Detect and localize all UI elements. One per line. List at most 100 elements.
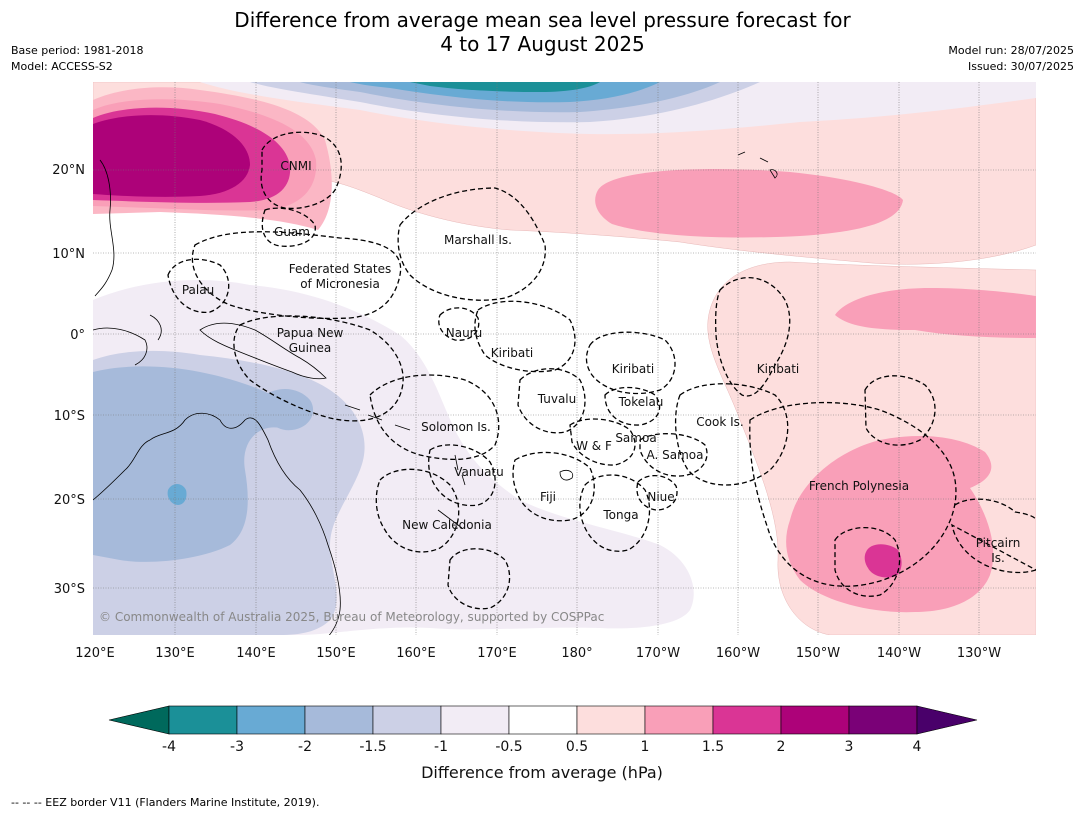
copyright-notice: © Commonwealth of Australia 2025, Bureau… — [99, 610, 604, 624]
graticule — [93, 82, 1036, 635]
eez-footnote: -- -- -- EEZ border V11 (Flanders Marine… — [11, 796, 320, 809]
eez-kiribati-line — [714, 277, 791, 397]
model-name: Model: ACCESS-S2 — [11, 60, 113, 73]
eez-fiji — [512, 451, 595, 522]
colorbar — [108, 705, 978, 735]
place-label: Nauru — [446, 326, 482, 340]
eez-pitcairn — [951, 498, 1036, 574]
place-label: Papua New — [277, 326, 344, 340]
lon-label: 120°E — [75, 646, 115, 661]
place-label: Is. — [991, 551, 1005, 565]
philippines-coast — [94, 159, 115, 297]
eez-guam — [261, 207, 316, 247]
eez-niue — [636, 475, 678, 511]
eez-french-polynesia — [749, 401, 957, 587]
lon-label: 150°E — [316, 646, 356, 661]
australia-coast — [93, 412, 341, 635]
eez-kiribati-gilbert — [474, 300, 576, 373]
lat-label: 10°N — [52, 247, 85, 262]
negative-region-sw-1p5-png — [264, 388, 314, 431]
colorbar-swatch — [712, 705, 782, 735]
colorbar-tick-label: -1 — [434, 739, 448, 755]
title-line-2: 4 to 17 August 2025 — [440, 32, 645, 56]
vanuatu — [454, 454, 466, 486]
place-label: Guinea — [289, 341, 332, 355]
place-label: of Micronesia — [300, 277, 380, 291]
negative-region-sw-2 — [167, 484, 187, 505]
colorbar-tick-label: -1.5 — [359, 739, 386, 755]
eez-marquesas — [864, 375, 936, 446]
place-label: New Caledonia — [402, 518, 492, 532]
lat-label: 20°S — [54, 493, 85, 508]
coastlines — [93, 151, 778, 635]
eez-new-caledonia — [375, 468, 460, 553]
colorbar-arrow-high — [916, 705, 978, 735]
negative-band-top-3 — [410, 82, 600, 92]
lon-label: 140°W — [877, 646, 921, 661]
title-line-1: Difference from average mean sea level p… — [234, 8, 851, 32]
colorbar-tick-label: -4 — [162, 739, 176, 755]
place-label: Niue — [647, 490, 674, 504]
eez-american-samoa — [639, 433, 708, 477]
colorbar-swatch — [848, 705, 918, 735]
place-label: Vanuatu — [454, 465, 504, 479]
positive-core-east — [835, 288, 1036, 338]
lon-label: 180° — [561, 646, 592, 661]
place-label: Palau — [182, 283, 214, 297]
colorbar-swatch — [236, 705, 306, 735]
lon-label: 130°E — [155, 646, 195, 661]
colorbar-swatch — [372, 705, 442, 735]
colorbar-tick-label: 3 — [845, 739, 854, 755]
lon-label: 160°E — [396, 646, 436, 661]
colorbar-tick-label: 2 — [777, 739, 786, 755]
issued-date: Issued: 30/07/2025 — [967, 60, 1074, 73]
eez-lord-howe — [447, 548, 511, 610]
place-label: Tonga — [602, 508, 638, 522]
positive-core-south-pacific — [786, 436, 994, 613]
lon-label: 150°W — [796, 646, 840, 661]
positive-core-central-north — [595, 169, 903, 238]
lat-label: 30°S — [54, 582, 85, 597]
anomaly-field — [93, 82, 1036, 635]
place-label: Cook Is. — [696, 415, 743, 429]
model-run: Model run: 28/07/2025 — [948, 44, 1074, 57]
colorbar-arrow-low — [108, 705, 170, 735]
place-label: French Polynesia — [809, 479, 909, 493]
lon-label: 160°W — [716, 646, 760, 661]
pressure-anomaly-map: CNMI Guam Marshall Is. Federated States … — [52, 82, 1036, 782]
eez-borders — [167, 131, 1036, 610]
hawaii — [737, 151, 778, 179]
eez-palau — [167, 258, 230, 313]
strong-core-south — [864, 544, 902, 578]
eez-vanuatu — [428, 444, 496, 507]
new-caledonia — [437, 509, 463, 529]
lat-label: 0° — [70, 328, 85, 343]
eez-cook — [674, 383, 789, 486]
lat-label: 10°S — [54, 409, 85, 424]
colorbar-label: Difference from average (hPa) — [421, 763, 663, 782]
colorbar-swatch — [576, 705, 646, 735]
place-label: Guam — [274, 225, 310, 239]
lon-label: 170°W — [636, 646, 680, 661]
solomon-islands — [344, 404, 411, 431]
eez-nauru — [438, 307, 480, 341]
colorbar-tick-label: -2 — [298, 739, 312, 755]
place-label: Kiribati — [491, 346, 533, 360]
eez-marshall — [397, 187, 546, 301]
colorbar-swatch — [644, 705, 714, 735]
eez-tokelau — [604, 386, 661, 426]
colorbar-swatch — [168, 705, 238, 735]
eez-fsm — [191, 231, 402, 320]
axis-labels: 20°N 10°N 0° 10°S 20°S 30°S 120°E 130°E … — [52, 163, 1001, 661]
fiji — [559, 470, 574, 481]
colorbar-swatch — [508, 705, 578, 735]
colorbar-tick-label: -0.5 — [495, 739, 522, 755]
negative-region-sw-1p5 — [93, 366, 299, 562]
place-label: CNMI — [280, 159, 311, 173]
lon-label: 140°E — [236, 646, 276, 661]
lon-label: 170°E — [477, 646, 517, 661]
place-label: Kiribati — [757, 362, 799, 376]
base-period: Base period: 1981-2018 — [11, 44, 144, 57]
place-label: Tuvalu — [537, 392, 577, 406]
colorbar-swatch — [780, 705, 850, 735]
